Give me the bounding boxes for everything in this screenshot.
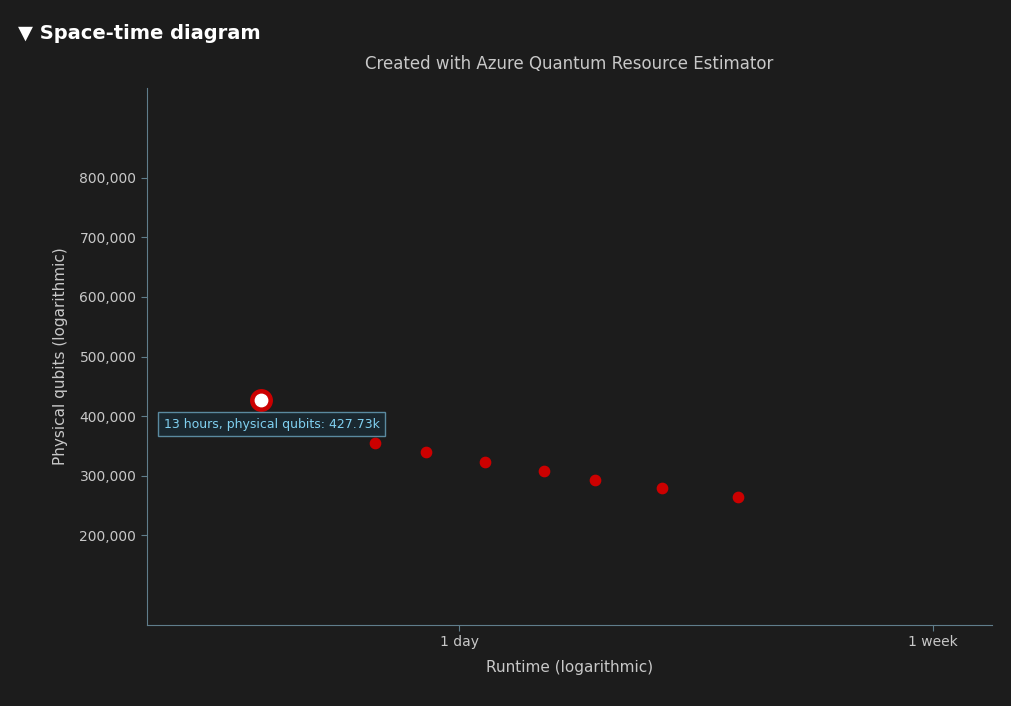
Point: [418, 446, 434, 457]
Y-axis label: Physical qubits (logarithmic): Physical qubits (logarithmic): [54, 248, 68, 465]
Point: [253, 394, 269, 405]
X-axis label: Runtime (logarithmic): Runtime (logarithmic): [485, 660, 652, 676]
Point: [730, 491, 746, 502]
Text: 13 hours, physical qubits: 427.73k: 13 hours, physical qubits: 427.73k: [164, 418, 379, 431]
Point: [476, 456, 492, 467]
Text: ▼ Space-time diagram: ▼ Space-time diagram: [18, 24, 261, 43]
Point: [253, 394, 269, 405]
Title: Created with Azure Quantum Resource Estimator: Created with Azure Quantum Resource Esti…: [365, 55, 772, 73]
Point: [535, 465, 551, 477]
Point: [586, 474, 603, 486]
Point: [366, 437, 382, 448]
Point: [653, 482, 669, 493]
